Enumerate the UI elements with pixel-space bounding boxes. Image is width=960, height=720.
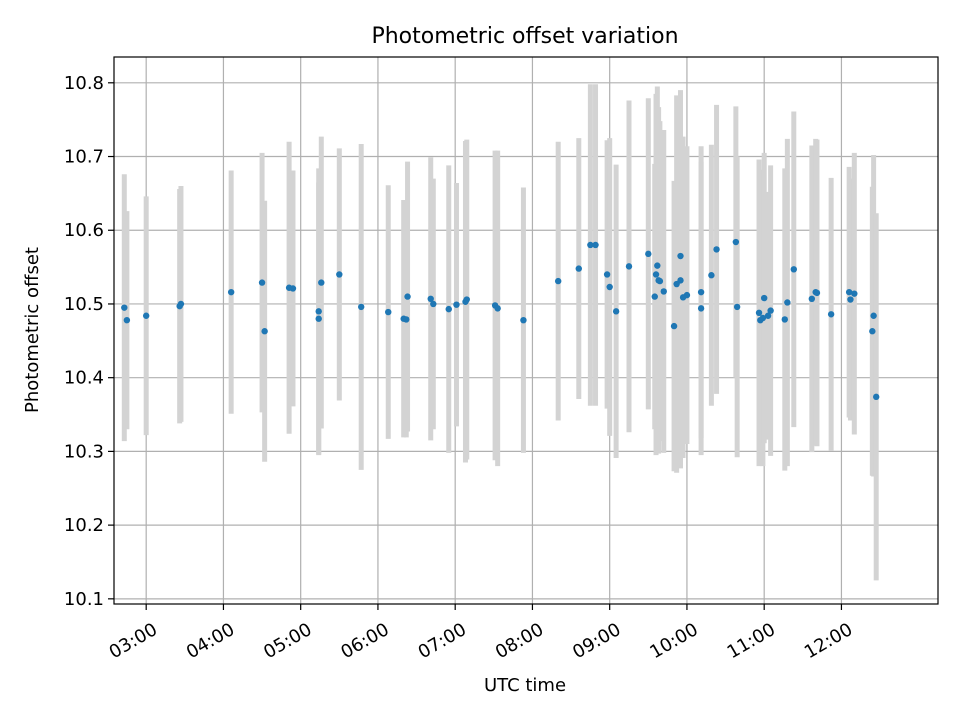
data-point (870, 312, 877, 319)
data-point (677, 252, 684, 260)
data-point (625, 263, 633, 270)
y-tick-label: 10.5 (64, 294, 104, 315)
x-tick-label: 05:00 (260, 619, 315, 663)
y-axis: 10.1 10.2 10.3 10.4 10.5 10.6 10.7 10.8 (64, 73, 114, 610)
data-point (873, 393, 880, 401)
data-point (123, 316, 131, 324)
x-tick-label: 03:00 (106, 619, 161, 663)
data-point (603, 271, 611, 278)
data-point (592, 241, 599, 249)
data-point (767, 307, 774, 314)
y-tick-label: 10.2 (64, 515, 104, 536)
data-point (445, 305, 452, 313)
data-point (336, 271, 343, 278)
x-tick-label: 12:00 (801, 619, 856, 663)
data-point (760, 294, 768, 302)
data-point (755, 309, 763, 317)
data-point (315, 308, 322, 315)
data-point (697, 288, 705, 296)
data-point (781, 316, 788, 323)
data-point (612, 308, 620, 315)
x-axis: 03:00 04:00 05:00 06:00 07:00 08:00 09:00 10:00… (106, 604, 856, 663)
data-point (427, 295, 434, 303)
data-point (318, 279, 325, 286)
data-point (652, 271, 660, 278)
data-point (713, 246, 720, 253)
data-point (670, 322, 678, 330)
data-point (651, 293, 658, 300)
x-axis-title: UTC time (484, 675, 566, 696)
data-point (656, 277, 664, 285)
data-point (708, 272, 715, 279)
data-point (606, 283, 613, 291)
data-point (733, 303, 741, 311)
data-point (732, 238, 740, 246)
y-tick-label: 10.1 (64, 589, 104, 610)
data-point (808, 295, 816, 303)
data-point (683, 291, 691, 299)
x-tick-label: 07:00 (415, 619, 470, 663)
data-point (827, 311, 835, 318)
data-point (315, 315, 322, 322)
data-point (869, 328, 876, 335)
y-tick-label: 10.4 (64, 368, 104, 389)
y-tick-label: 10.7 (64, 147, 104, 168)
data-point (121, 304, 128, 311)
data-point (385, 308, 392, 316)
data-point (847, 296, 854, 303)
x-tick-label: 04:00 (183, 619, 238, 663)
data-point (463, 296, 470, 303)
chart-title: Photometric offset variation (371, 24, 678, 49)
data-point (697, 305, 705, 312)
data-point (142, 312, 150, 319)
data-point (227, 288, 235, 296)
data-point (575, 265, 582, 272)
y-tick-label: 10.6 (64, 220, 104, 241)
data-point (660, 288, 667, 295)
plot-frame (113, 56, 939, 605)
grid (114, 57, 938, 604)
y-tick-label: 10.8 (64, 73, 104, 94)
data-point (261, 328, 268, 335)
data-point (404, 293, 411, 300)
data-point (790, 266, 797, 273)
data-point (430, 300, 437, 308)
data-point (845, 288, 853, 296)
data-point (177, 300, 185, 308)
x-tick-label: 09:00 (569, 619, 624, 663)
data-point (358, 303, 365, 311)
x-tick-label: 10:00 (646, 619, 701, 663)
error-bars (121, 84, 879, 581)
data-point (554, 277, 562, 285)
data-point (759, 314, 767, 322)
data-point (494, 305, 501, 312)
y-tick-label: 10.3 (64, 441, 104, 462)
data-point (764, 312, 772, 319)
data-point (403, 316, 410, 323)
data-point (520, 316, 527, 324)
data-point (258, 279, 266, 286)
x-tick-label: 06:00 (337, 619, 392, 663)
data-point (851, 290, 858, 297)
x-tick-label: 08:00 (492, 619, 547, 663)
data-point (784, 299, 791, 306)
y-axis-title: Photometric offset (22, 247, 43, 413)
data-point (453, 301, 460, 308)
data-points (121, 238, 880, 401)
x-tick-label: 11:00 (724, 619, 779, 663)
data-point (645, 250, 652, 258)
data-point (813, 289, 821, 297)
data-point (654, 262, 661, 269)
data-point (289, 285, 297, 292)
data-point (587, 241, 594, 249)
data-point (677, 277, 684, 284)
